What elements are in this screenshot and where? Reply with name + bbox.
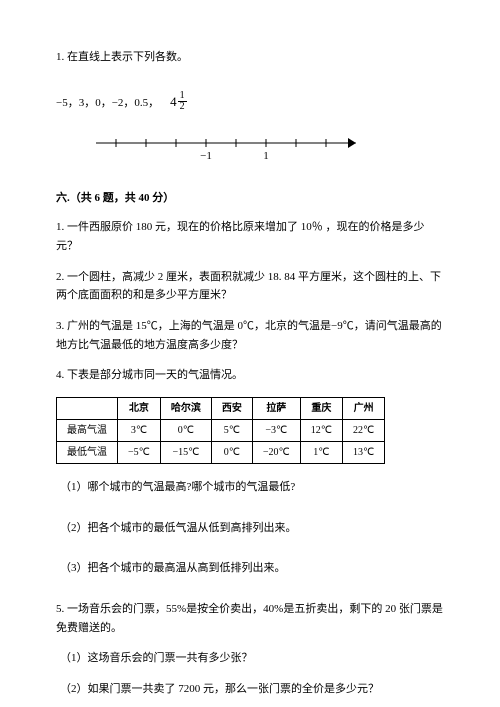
problem-2: 2. 一个圆柱，高减少 2 厘米，表面积就减少 18. 84 平方厘米，这个圆柱… xyxy=(56,268,444,305)
row-label-low: 最低气温 xyxy=(57,441,118,463)
temperature-table: 北京 哈尔滨 西安 拉萨 重庆 广州 最高气温 3℃ 0℃ 5℃ −3℃ 12℃… xyxy=(56,397,385,464)
col-guangzhou: 广州 xyxy=(342,397,384,419)
problem-4-intro: 4. 下表是部分城市同一天的气温情况。 xyxy=(56,366,444,385)
problem-1: 1. 一件西服原价 180 元，现在的价格比原来增加了 10％ ，现在的价格是多… xyxy=(56,218,444,255)
q1-title: 1. 在直线上表示下列各数。 xyxy=(56,48,444,67)
q1-numbers: −5，3，0，−2，0.5， xyxy=(56,97,159,109)
cell: 3℃ xyxy=(118,419,161,441)
q1-numbers-row: −5，3，0，−2，0.5， 4 1 2 xyxy=(56,91,444,113)
cell: −20℃ xyxy=(252,441,300,463)
col-harbin: 哈尔滨 xyxy=(160,397,211,419)
section-6-heading: 六.（共 6 题，共 40 分） xyxy=(56,189,444,208)
cell: 0℃ xyxy=(211,441,252,463)
table-row: 最高气温 3℃ 0℃ 5℃ −3℃ 12℃ 22℃ xyxy=(57,419,385,441)
cell: 13℃ xyxy=(342,441,384,463)
cell: 0℃ xyxy=(160,419,211,441)
q1-mixed-whole: 4 xyxy=(170,91,177,113)
problem-5-sub-1: （1）这场音乐会的门票一共有多少张？ xyxy=(60,649,444,668)
svg-text:1: 1 xyxy=(263,150,269,162)
cell: 12℃ xyxy=(300,419,342,441)
table-corner-cell xyxy=(57,397,118,419)
table-header-row: 北京 哈尔滨 西安 拉萨 重庆 广州 xyxy=(57,397,385,419)
row-label-high: 最高气温 xyxy=(57,419,118,441)
q1-mixed-fraction: 4 1 2 xyxy=(170,91,187,113)
col-xian: 西安 xyxy=(211,397,252,419)
col-beijing: 北京 xyxy=(118,397,161,419)
problem-4-sub-1: （1）哪个城市的气温最高?哪个城市的气温最低? xyxy=(60,478,444,497)
col-lhasa: 拉萨 xyxy=(252,397,300,419)
number-line: −1 1 xyxy=(96,131,444,172)
problem-5-sub-2: （2）如果门票一共卖了 7200 元，那么一张门票的全价是多少元？ xyxy=(60,680,444,699)
problem-4-sub-2: （2）把各个城市的最低气温从低到高排列出来。 xyxy=(60,519,444,538)
problem-4-sub-3: （3）把各个城市的最高温从高到低排列出来。 xyxy=(60,559,444,578)
table-row: 最低气温 −5℃ −15℃ 0℃ −20℃ 1℃ 13℃ xyxy=(57,441,385,463)
cell: 1℃ xyxy=(300,441,342,463)
fraction-denominator: 2 xyxy=(178,102,187,112)
fraction-icon: 1 2 xyxy=(178,91,187,112)
col-chongqing: 重庆 xyxy=(300,397,342,419)
problem-3: 3. 广州的气温是 15℃，上海的气温是 0℃，北京的气温是−9℃，请问气温最高… xyxy=(56,317,444,354)
cell: −15℃ xyxy=(160,441,211,463)
cell: −5℃ xyxy=(118,441,161,463)
cell: −3℃ xyxy=(252,419,300,441)
cell: 22℃ xyxy=(342,419,384,441)
cell: 5℃ xyxy=(211,419,252,441)
problem-5: 5. 一场音乐会的门票，55%是按全价卖出，40%是五折卖出，剩下的 20 张门… xyxy=(56,600,444,637)
number-line-svg: −1 1 xyxy=(96,131,366,165)
svg-text:−1: −1 xyxy=(200,150,212,162)
